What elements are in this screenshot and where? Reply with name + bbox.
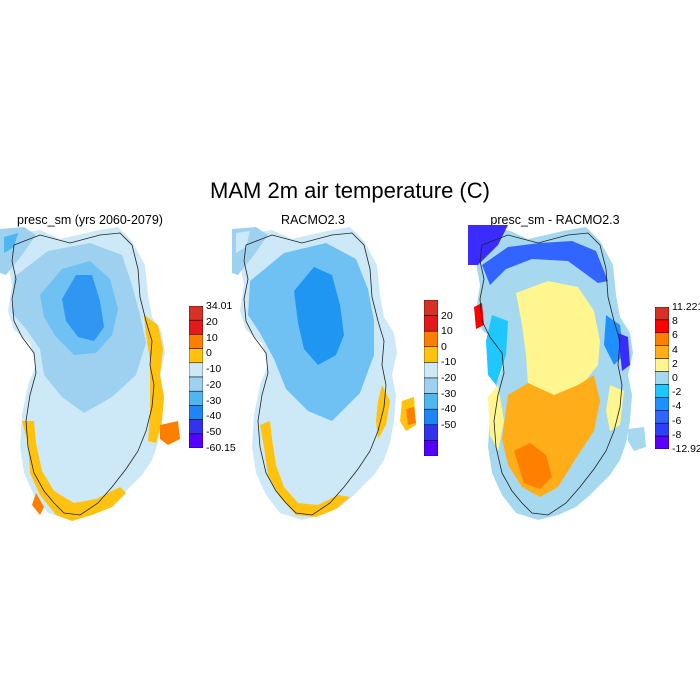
colorbar-swatch: [424, 346, 438, 363]
panel-2-colorbar: [424, 300, 438, 456]
colorbar-swatch: [655, 307, 669, 321]
colorbar-label: 0: [441, 340, 447, 353]
colorbar-label: -2: [672, 386, 682, 399]
colorbar-swatch: [424, 408, 438, 426]
colorbar-label: -6: [672, 414, 682, 427]
colorbar-label: 34.01: [206, 300, 233, 312]
colorbar-label: 0: [672, 372, 678, 384]
colorbar-label: -10: [206, 363, 222, 376]
colorbar-label: -4: [672, 400, 682, 413]
colorbar-label: -20: [441, 372, 457, 384]
colorbar-label: 10: [206, 331, 218, 344]
colorbar-swatch: [189, 390, 203, 406]
colorbar-label: -40: [441, 403, 457, 416]
colorbar-label: 2: [672, 357, 678, 370]
panel-2-title: RACMO2.3: [281, 213, 345, 227]
colorbar-swatch: [189, 405, 203, 420]
panel-3-map: [468, 225, 646, 520]
colorbar-label: -10: [441, 356, 457, 369]
colorbar-swatch: [424, 393, 438, 410]
colorbar-swatch: [655, 397, 669, 411]
colorbar-swatch: [424, 300, 438, 316]
colorbar-swatch: [189, 306, 203, 321]
colorbar-swatch: [424, 362, 438, 379]
greenland-field-3: [468, 225, 646, 520]
colorbar-swatch: [189, 419, 203, 435]
colorbar-label: 11.221: [672, 301, 700, 313]
colorbar-swatch: [655, 332, 669, 346]
colorbar-label: -20: [206, 378, 222, 391]
panel-3-title: presc_sm - RACMO2.3: [490, 213, 620, 227]
colorbar-label: -30: [206, 394, 222, 407]
greenland-field-2: [232, 227, 416, 520]
panel-1-title: presc_sm (yrs 2060-2079): [17, 213, 163, 227]
colorbar-swatch: [655, 422, 669, 437]
colorbar-swatch: [424, 424, 438, 441]
colorbar-swatch: [424, 377, 438, 394]
colorbar-swatch: [424, 440, 438, 456]
colorbar-label: 10: [441, 325, 453, 338]
colorbar-swatch: [424, 330, 438, 348]
colorbar-label: 8: [672, 315, 678, 328]
colorbar-label: -50: [206, 426, 222, 439]
colorbar-swatch: [655, 410, 669, 424]
colorbar-label: -30: [441, 387, 457, 400]
colorbar-label: 4: [672, 343, 678, 356]
colorbar-swatch: [189, 433, 203, 448]
colorbar-swatch: [655, 345, 669, 359]
colorbar-label: -50: [441, 418, 457, 431]
colorbar-swatch: [655, 435, 669, 449]
colorbar-swatch: [189, 348, 203, 364]
colorbar-label: 20: [206, 315, 218, 328]
colorbar-label: -40: [206, 410, 222, 423]
colorbar-label: 6: [672, 329, 678, 342]
colorbar-swatch: [655, 371, 669, 385]
panel-1-map: [0, 227, 180, 521]
greenland-field-1: [0, 227, 180, 521]
colorbar-swatch: [189, 362, 203, 378]
panel-2-map: [232, 227, 416, 520]
colorbar-label: 0: [206, 347, 212, 360]
colorbar-swatch: [189, 334, 203, 349]
colorbar-label: -12.929: [672, 443, 700, 455]
colorbar-swatch: [189, 319, 203, 335]
colorbar-swatch: [189, 376, 203, 392]
colorbar-swatch: [655, 358, 669, 372]
colorbar-label: 20: [441, 309, 453, 322]
panel-1-colorbar: [189, 306, 203, 448]
panel-3-colorbar: [655, 307, 669, 449]
colorbar-label: -8: [672, 428, 682, 441]
colorbar-label: -60.15: [206, 442, 236, 454]
colorbar-swatch: [655, 384, 669, 398]
figure-title: MAM 2m air temperature (C): [210, 178, 490, 203]
colorbar-swatch: [655, 319, 669, 334]
colorbar-swatch: [424, 315, 438, 332]
